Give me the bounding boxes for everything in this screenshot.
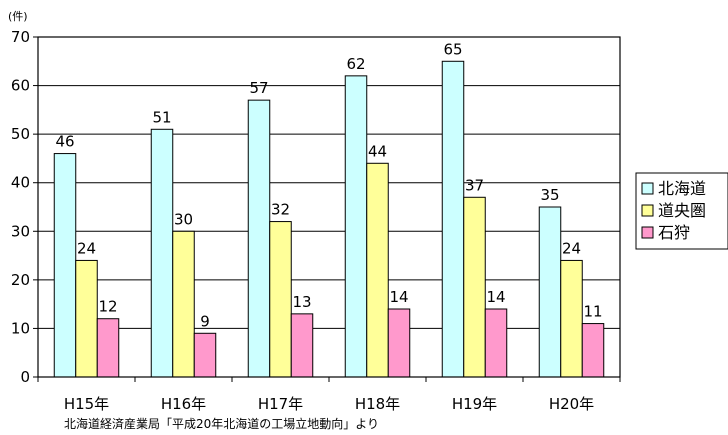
x-tick-label: H17年 [258,395,303,413]
legend-swatch [641,182,654,195]
bar-道央圏-H15年 [75,259,98,378]
plot-area: 0 10 20 30 40 50 60 70 46 24 12 H15年 51 30 9 H16年 57 32 13… [11,28,621,413]
source-note: 北海道経済産業局「平成20年北海道の工場立地動向」より [64,416,379,431]
plot-background [38,37,620,377]
bar-石狩-H20年 [581,323,605,378]
bar-道央圏-H20年 [560,259,583,378]
y-tick-label: 60 [11,77,30,95]
bar-道央圏-H19年 [463,196,486,378]
legend-swatch [641,226,654,239]
y-tick-label: 70 [11,28,30,46]
data-label: 65 [443,40,462,58]
data-label: 24 [562,239,581,257]
data-label: 62 [346,55,365,73]
bar-北海道-H17年 [247,99,271,378]
bar-道央圏-H17年 [269,221,292,378]
data-label: 14 [486,288,505,306]
y-tick-label: 30 [11,222,30,240]
y-tick-label: 0 [20,368,30,386]
bar-北海道-H19年 [441,60,465,378]
data-label: 12 [98,298,117,316]
plot-frame [37,36,621,378]
bar-道央圏-H16年 [172,230,195,378]
legend-label: 道央圏 [658,201,706,220]
bar-北海道-H20年 [538,206,562,378]
bar-北海道-H16年 [150,128,174,378]
data-label: 13 [292,293,311,311]
data-label: 32 [271,201,290,219]
x-tick-label: H15年 [64,395,109,413]
data-label: 9 [200,312,210,330]
legend-swatch [641,204,654,217]
legend-label: 石狩 [658,223,690,242]
x-tick-label: H19年 [452,395,497,413]
bar-道央圏-H18年 [366,162,389,378]
data-label: 46 [55,133,74,151]
bar-石狩-H16年 [193,332,217,378]
y-tick-label: 20 [11,271,30,289]
bar-石狩-H19年 [484,308,508,378]
legend-label: 北海道 [658,179,706,198]
data-label: 14 [389,288,408,306]
data-label: 11 [583,303,602,321]
y-tick-label: 10 [11,319,30,337]
bar-石狩-H15年 [96,318,120,378]
y-tick-label: 50 [11,125,30,143]
data-label: 51 [152,108,171,126]
data-label: 24 [77,239,96,257]
data-label: 30 [174,210,193,228]
x-tick-label: H16年 [161,395,206,413]
x-tick-label: H20年 [549,395,594,413]
data-label: 57 [249,79,268,97]
data-label: 37 [465,176,484,194]
y-tick-label: 40 [11,174,30,192]
y-unit-label: (件) [8,10,28,23]
bar-北海道-H18年 [344,75,368,378]
x-tick-label: H18年 [355,395,400,413]
bar-石狩-H17年 [290,313,314,378]
bar-北海道-H15年 [53,153,77,378]
data-label: 44 [368,142,387,160]
data-label: 35 [540,186,559,204]
bar-石狩-H18年 [387,308,411,378]
